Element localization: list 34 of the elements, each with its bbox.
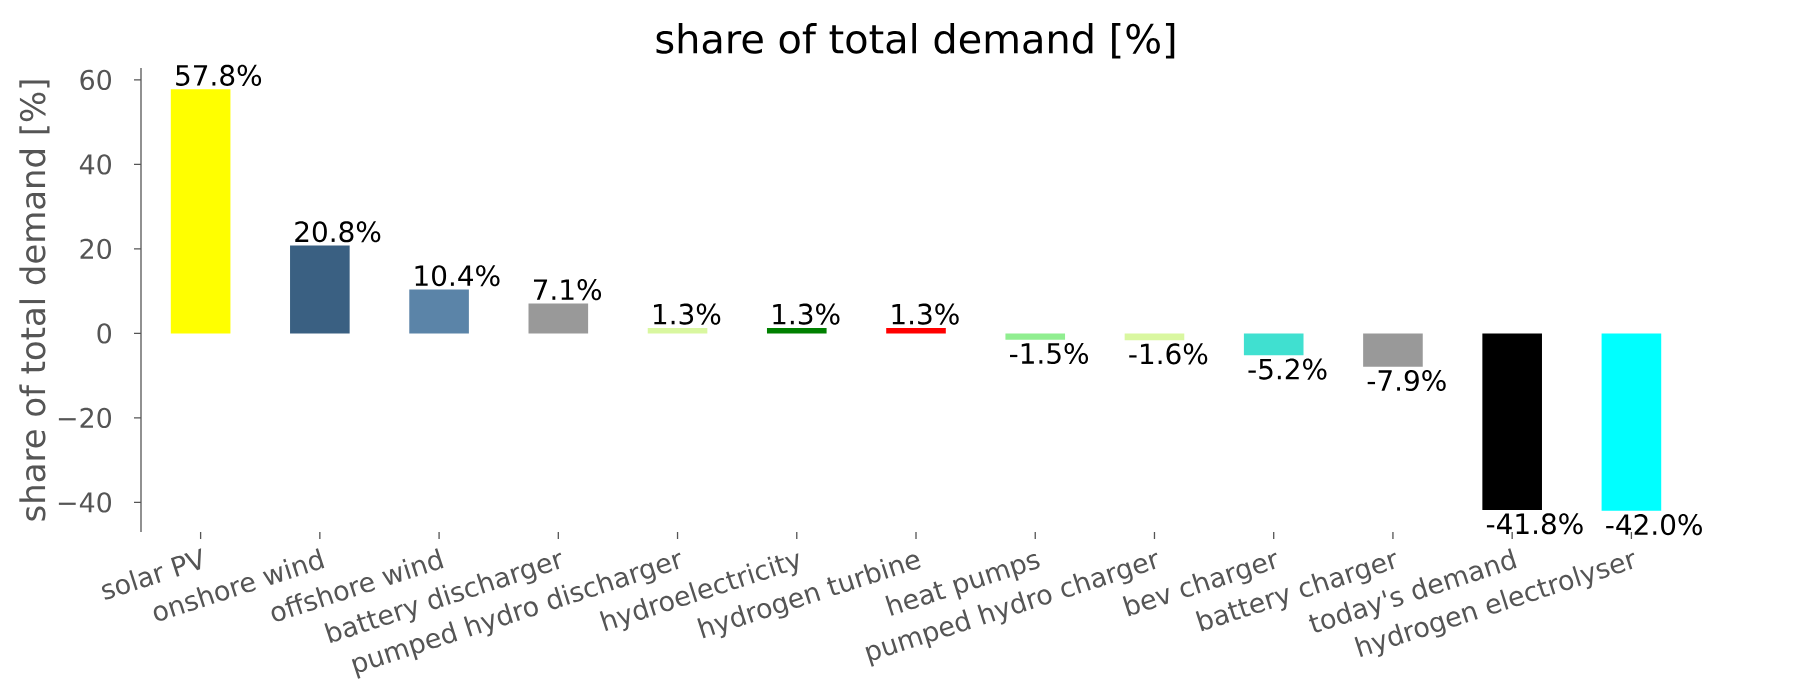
y-tick-label: 20 bbox=[80, 238, 112, 260]
y-tick-label: 40 bbox=[79, 154, 112, 175]
bar bbox=[886, 327, 946, 334]
data-label: -5.2% bbox=[1248, 358, 1327, 380]
bar bbox=[409, 289, 469, 334]
bar bbox=[647, 327, 708, 334]
y-tick-label: −40 bbox=[58, 492, 112, 513]
data-label: 20.8% bbox=[295, 221, 381, 243]
data-label: 10.4% bbox=[415, 265, 500, 287]
data-label: -42.0% bbox=[1606, 514, 1702, 536]
data-label: 57.8% bbox=[176, 64, 262, 86]
y-tick-label: −20 bbox=[58, 407, 112, 429]
data-label: 1.3% bbox=[654, 303, 721, 325]
bar bbox=[1124, 333, 1185, 341]
bar bbox=[170, 89, 231, 334]
bar bbox=[1482, 333, 1542, 511]
bar bbox=[528, 303, 589, 334]
data-label: -1.5% bbox=[1009, 342, 1089, 365]
bar bbox=[1005, 333, 1066, 340]
data-label: 1.3% bbox=[773, 303, 840, 325]
data-label: -7.9% bbox=[1367, 369, 1446, 392]
data-label: -1.6% bbox=[1129, 343, 1208, 365]
y-axis-title: share of total demand [%] bbox=[19, 80, 50, 521]
data-label: 7.1% bbox=[533, 279, 602, 301]
bar bbox=[766, 327, 827, 334]
bar bbox=[1363, 333, 1423, 367]
data-label: 1.3% bbox=[892, 303, 959, 325]
y-tick-label: 60 bbox=[80, 69, 112, 90]
data-label: -41.8% bbox=[1486, 513, 1583, 535]
bar bbox=[1601, 333, 1662, 511]
bar bbox=[290, 245, 350, 334]
chart-title: share of total demand [%] bbox=[656, 22, 1175, 59]
bar bbox=[1243, 333, 1304, 356]
y-tick-label: 0 bbox=[97, 323, 112, 344]
